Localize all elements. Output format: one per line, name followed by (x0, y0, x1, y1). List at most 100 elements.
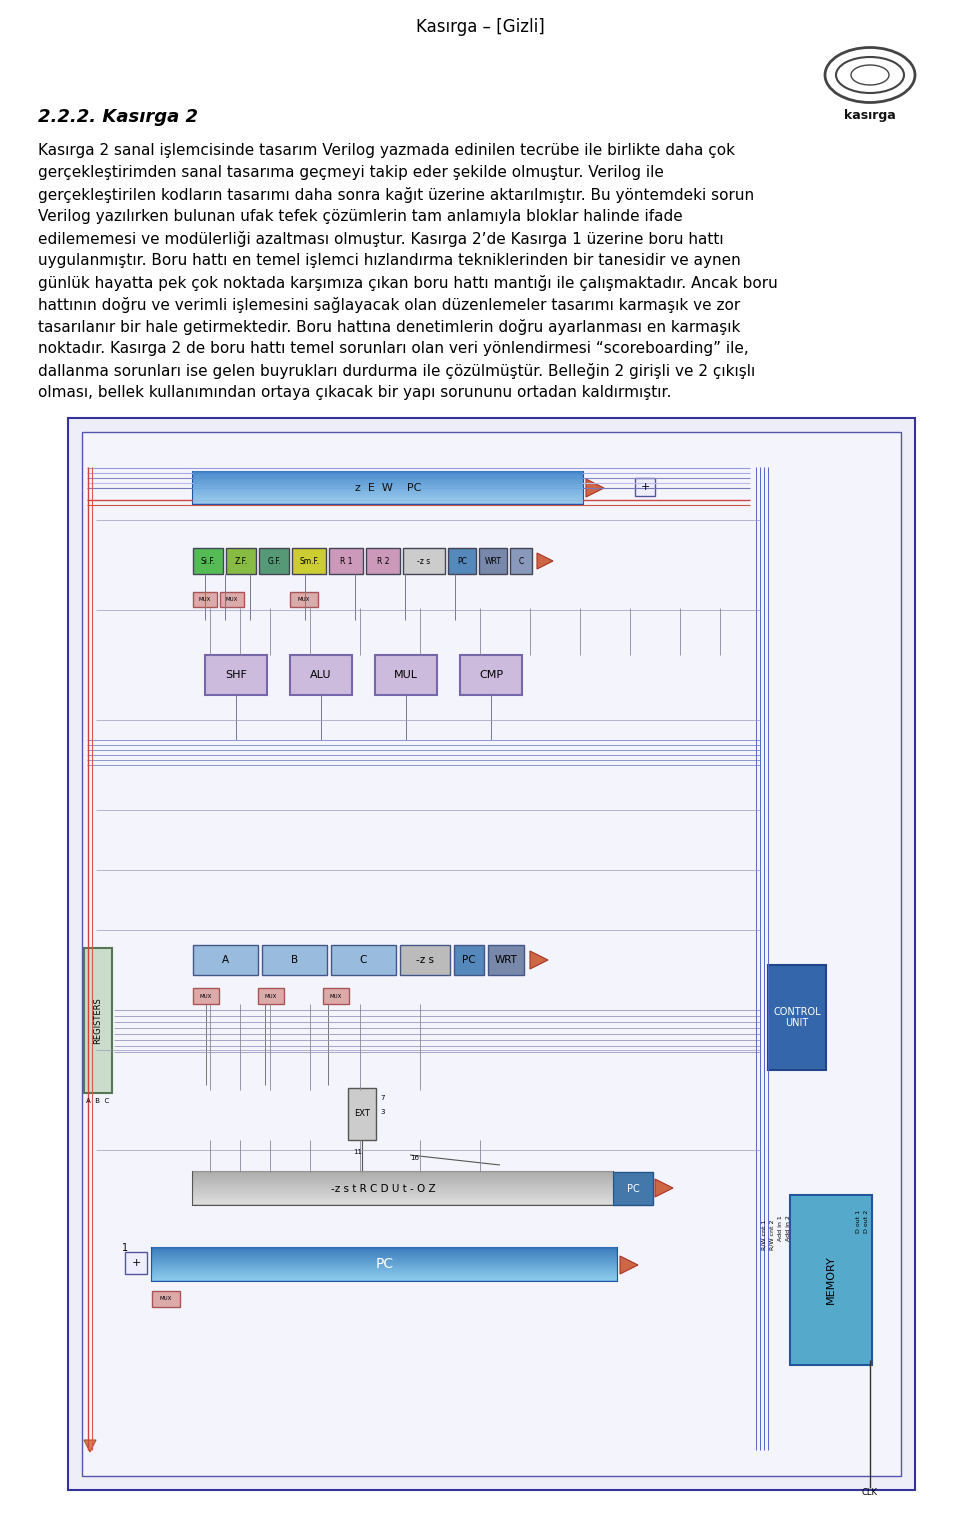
Text: D out 2: D out 2 (863, 1210, 869, 1233)
Bar (400, 946, 450, 974)
Bar (290, 592, 318, 607)
Bar (193, 988, 219, 1005)
Text: R 2: R 2 (376, 557, 389, 566)
Text: -z s: -z s (418, 557, 431, 566)
Bar (193, 472, 583, 504)
Bar (262, 946, 327, 974)
Bar (323, 988, 349, 1005)
Text: günlük hayatta pek çok noktada karşımıza çıkan boru hattı mantığı ile çalışmakta: günlük hayatta pek çok noktada karşımıza… (38, 275, 778, 290)
Text: uygulanmıştır. Boru hattı en temel işlemci hızlandırma tekniklerinden bir tanesi: uygulanmıştır. Boru hattı en temel işlem… (38, 253, 741, 268)
Bar (68, 418, 915, 1490)
Polygon shape (586, 480, 604, 496)
Text: kasırga: kasırga (844, 109, 896, 123)
Bar (329, 548, 363, 573)
Text: R/W cnt 2: R/W cnt 2 (770, 1219, 775, 1251)
Bar (82, 433, 901, 1477)
Bar (152, 1248, 617, 1282)
Bar (226, 548, 256, 573)
Text: PC: PC (627, 1183, 639, 1194)
Bar (193, 548, 223, 573)
Text: SHF: SHF (225, 670, 247, 679)
Text: Kasırga – [Gizli]: Kasırga – [Gizli] (416, 18, 544, 36)
Text: gerçekleştirimden sanal tasarıma geçmeyi takip eder şekilde olmuştur. Verilog il: gerçekleştirimden sanal tasarıma geçmeyi… (38, 165, 664, 180)
Text: +: + (640, 483, 650, 492)
Text: 2.2.2. Kasırga 2: 2.2.2. Kasırga 2 (38, 107, 198, 126)
Text: z  E  W    PC: z E W PC (355, 483, 421, 493)
Text: PC: PC (462, 955, 476, 965)
Text: EXT: EXT (354, 1109, 370, 1118)
Bar (375, 655, 437, 694)
Text: MUX: MUX (159, 1297, 172, 1301)
Bar (768, 965, 826, 1070)
Text: Add in 2: Add in 2 (785, 1215, 790, 1241)
Bar (488, 946, 524, 974)
Text: MUX: MUX (226, 598, 238, 602)
Bar (403, 548, 445, 573)
Text: G.F.: G.F. (267, 557, 281, 566)
Text: +: + (132, 1257, 141, 1268)
Text: MUX: MUX (200, 994, 212, 999)
Bar (205, 655, 267, 694)
Text: 1: 1 (122, 1244, 128, 1253)
Text: MUX: MUX (265, 994, 277, 999)
Bar (613, 1173, 653, 1204)
Bar (448, 548, 476, 573)
Text: CMP: CMP (479, 670, 503, 679)
Text: gerçekleştirilen kodların tasarımı daha sonra kağıt üzerine aktarılmıştır. Bu yö: gerçekleştirilen kodların tasarımı daha … (38, 188, 755, 203)
Bar (790, 1195, 872, 1365)
Text: Add in 1: Add in 1 (778, 1215, 782, 1241)
Bar (331, 946, 396, 974)
Polygon shape (84, 1440, 96, 1452)
Text: CONTROL
UNIT: CONTROL UNIT (773, 1006, 821, 1029)
Text: PC: PC (457, 557, 467, 566)
Bar (193, 946, 258, 974)
Bar (348, 1088, 376, 1139)
Text: tasarılanır bir hale getirmektedir. Boru hattına denetimlerin doğru ayarlanması : tasarılanır bir hale getirmektedir. Boru… (38, 319, 740, 334)
Text: B: B (291, 955, 298, 965)
Polygon shape (620, 1256, 638, 1274)
Bar (125, 1251, 147, 1274)
Text: C: C (518, 557, 523, 566)
Bar (258, 988, 284, 1005)
Text: Z.F.: Z.F. (234, 557, 248, 566)
Text: 11: 11 (353, 1148, 362, 1154)
Text: Kasırga 2 sanal işlemcisinde tasarım Verilog yazmada edinilen tecrübe ile birlik: Kasırga 2 sanal işlemcisinde tasarım Ver… (38, 144, 735, 157)
Text: C: C (360, 955, 367, 965)
Text: A  B  C: A B C (86, 1098, 109, 1104)
Text: R/W cnt 1: R/W cnt 1 (761, 1219, 766, 1250)
Text: MUX: MUX (330, 994, 342, 999)
Text: D out 1: D out 1 (855, 1210, 860, 1233)
Bar (479, 548, 507, 573)
Bar (366, 548, 400, 573)
Bar (290, 655, 352, 694)
Bar (635, 478, 655, 496)
Text: hattının doğru ve verimli işlemesini sağlayacak olan düzenlemeler tasarımı karma: hattının doğru ve verimli işlemesini sağ… (38, 297, 740, 313)
Text: -z s t R C D U t - O Z: -z s t R C D U t - O Z (330, 1183, 435, 1194)
Text: 3: 3 (380, 1109, 385, 1115)
Bar (193, 592, 217, 607)
Text: Verilog yazılırken bulunan ufak tefek çözümlerin tam anlamıyla bloklar halinde i: Verilog yazılırken bulunan ufak tefek çö… (38, 209, 683, 224)
Bar (152, 1291, 180, 1307)
Bar (193, 1173, 613, 1204)
Text: Sm.F.: Sm.F. (299, 557, 319, 566)
Text: CLK: CLK (862, 1487, 878, 1496)
Bar (84, 949, 112, 1092)
Bar (220, 592, 244, 607)
Text: A: A (222, 955, 229, 965)
Bar (454, 946, 484, 974)
Bar (460, 655, 522, 694)
Text: WRT: WRT (494, 955, 517, 965)
Text: olması, bellek kullanımından ortaya çıkacak bir yapı sorununu ortadan kaldırmışt: olması, bellek kullanımından ortaya çıka… (38, 384, 671, 399)
Text: MEMORY: MEMORY (826, 1256, 836, 1304)
Text: WRT: WRT (485, 557, 501, 566)
Text: noktadır. Kasırga 2 de boru hattı temel sorunları olan veri yönlendirmesi “score: noktadır. Kasırga 2 de boru hattı temel … (38, 340, 749, 356)
Bar (510, 548, 532, 573)
Text: ALU: ALU (310, 670, 332, 679)
Polygon shape (655, 1179, 673, 1197)
Text: dallanma sorunları ise gelen buyrukları durdurma ile çözülmüştür. Belleğin 2 gir: dallanma sorunları ise gelen buyrukları … (38, 363, 756, 378)
Text: REGISTERS: REGISTERS (93, 997, 103, 1044)
Text: 7: 7 (380, 1095, 385, 1101)
Text: edilememesi ve modülerliği azaltması olmuştur. Kasırga 2’de Kasırga 1 üzerine bo: edilememesi ve modülerliği azaltması olm… (38, 231, 724, 247)
Text: -z s: -z s (416, 955, 434, 965)
Bar (292, 548, 326, 573)
